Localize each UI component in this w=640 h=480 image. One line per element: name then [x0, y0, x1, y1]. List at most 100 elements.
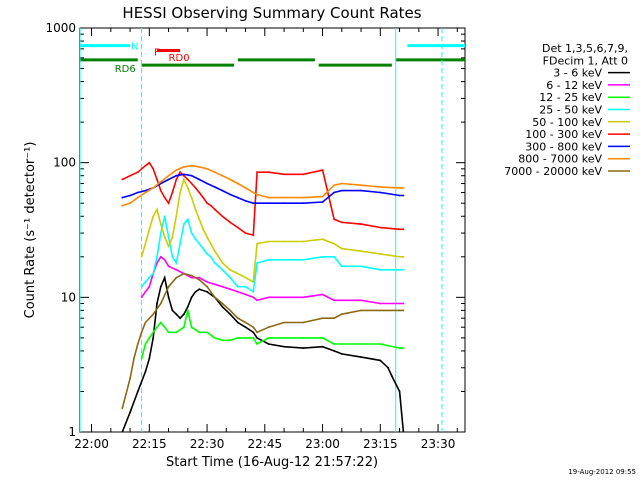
data-point — [283, 240, 285, 243]
data-point — [206, 253, 209, 255]
data-point — [140, 357, 143, 360]
data-point — [140, 331, 143, 334]
data-point — [179, 171, 182, 174]
data-point — [221, 339, 224, 342]
data-point — [256, 337, 258, 339]
data-point — [190, 232, 193, 235]
series-group — [121, 161, 405, 432]
data-point — [321, 345, 324, 348]
data-point — [121, 196, 124, 199]
data-point — [179, 191, 182, 194]
data-point — [236, 337, 239, 339]
data-point — [175, 262, 178, 264]
data-point — [186, 178, 189, 181]
data-point — [221, 189, 224, 192]
legend-label: 800 - 7000 keV — [518, 153, 602, 166]
data-point — [267, 326, 270, 329]
data-point — [321, 317, 324, 320]
data-point — [340, 221, 343, 224]
data-point — [398, 187, 401, 189]
data-point — [190, 174, 193, 177]
data-point — [236, 272, 239, 275]
data-point — [360, 189, 362, 192]
data-point — [136, 196, 139, 199]
data-point — [340, 247, 343, 250]
y-tick-label: 100 — [53, 156, 76, 170]
data-point — [194, 238, 197, 241]
data-point — [179, 242, 182, 245]
data-point — [148, 228, 151, 231]
legend-header: Det 1,3,5,6,7,9, — [542, 42, 628, 55]
data-point — [144, 189, 147, 192]
data-point — [171, 309, 174, 312]
data-point — [387, 366, 389, 369]
data-point — [167, 174, 170, 177]
data-point — [283, 258, 285, 261]
data-point — [379, 268, 382, 271]
data-point — [202, 228, 205, 231]
data-point — [360, 343, 362, 345]
data-point — [175, 331, 178, 334]
data-point — [183, 326, 185, 329]
data-point — [129, 194, 132, 197]
data-point — [152, 331, 155, 334]
data-point — [398, 228, 401, 231]
data-point — [206, 236, 209, 239]
data-point — [198, 218, 201, 221]
data-point — [206, 331, 209, 334]
plot-frame — [79, 27, 466, 433]
data-point — [252, 337, 255, 339]
series-line-0 — [121, 275, 405, 432]
data-point — [402, 268, 405, 271]
data-point — [213, 250, 216, 253]
overlay-label-rd6: RD6 — [115, 64, 136, 75]
data-point — [148, 161, 151, 164]
data-point — [221, 174, 224, 177]
data-point — [302, 321, 305, 324]
data-point — [183, 178, 185, 181]
data-point — [129, 202, 132, 205]
data-point — [163, 276, 166, 279]
data-point — [302, 196, 305, 199]
data-point — [360, 184, 362, 187]
x-tick-label: 23:30 — [421, 437, 456, 451]
data-point — [167, 178, 170, 181]
data-point — [283, 345, 285, 348]
data-point — [398, 309, 401, 312]
data-point — [360, 250, 362, 253]
plot-area: 1 10 100 1000 22:00 22:15 22:30 22:45 23:00 23:15… — [45, 21, 466, 451]
data-point — [221, 268, 224, 271]
data-point — [206, 281, 209, 283]
legend-header: FDecim 1, Att 0 — [543, 54, 628, 67]
data-point — [244, 232, 247, 235]
data-point — [321, 195, 324, 198]
series-line-3 — [140, 216, 404, 294]
data-point — [175, 268, 178, 271]
data-point — [159, 255, 162, 258]
data-point — [229, 193, 232, 196]
data-point — [283, 196, 285, 199]
data-point — [221, 262, 224, 264]
data-point — [256, 242, 258, 245]
data-point — [379, 253, 382, 255]
series-line-5 — [121, 161, 404, 237]
data-point — [140, 285, 143, 288]
data-point — [171, 255, 174, 258]
data-point — [340, 189, 343, 192]
data-point — [210, 204, 212, 207]
legend: Det 1,3,5,6,7,9,FDecim 1, Att 03 - 6 keV… — [504, 42, 630, 178]
data-point — [213, 186, 216, 188]
data-point — [156, 262, 158, 264]
data-point — [302, 258, 305, 261]
data-point — [244, 276, 247, 279]
data-point — [198, 331, 201, 334]
data-point — [379, 191, 382, 194]
data-point — [333, 184, 335, 187]
data-point — [213, 283, 216, 286]
data-point — [152, 215, 155, 218]
data-point — [210, 255, 212, 258]
overlay-label-n: N — [131, 42, 138, 53]
data-point — [163, 215, 166, 218]
y-tick-label: 1 — [68, 425, 76, 439]
